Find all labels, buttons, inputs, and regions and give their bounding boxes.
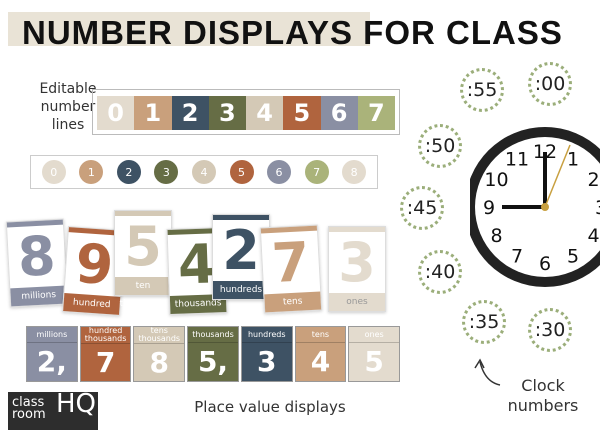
place-value-digit: 5, [197, 345, 229, 378]
place-value-column: hundred thousands 7 [79, 326, 132, 382]
number-line-cell: 0 [97, 96, 135, 130]
number-line-cell: 4 [246, 96, 284, 130]
clock-minute-label: :00 [528, 62, 572, 106]
number-circle: 4 [191, 160, 216, 184]
number-circle: 5 [229, 160, 254, 184]
clock-numbers-label: Clock numbers [507, 376, 579, 415]
place-value-digit: 7 [95, 346, 116, 379]
place-value-column: hundreds 3 [240, 326, 293, 382]
place-value-card: 5 ten thousands [114, 210, 172, 309]
place-value-card: 3 ones [328, 226, 386, 312]
card-place-label: ones [329, 293, 385, 311]
clock-face-number: 3 [595, 197, 600, 219]
clock-minute-label: :30 [528, 308, 572, 352]
place-value-digit: 5 [364, 345, 384, 378]
number-line-cell: 3 [208, 96, 246, 130]
place-value-digit: 3 [256, 345, 277, 378]
clock-minute-label: :50 [418, 124, 462, 168]
place-value-digit: 2, [36, 345, 67, 378]
place-value-column: tens thousands 8 [133, 326, 186, 382]
place-value-header: hundred thousands [80, 327, 131, 344]
clock-minute-label: :35 [462, 300, 506, 344]
clock-minute-label: :45 [400, 186, 444, 230]
place-value-label: Place value displays [194, 398, 346, 416]
clock-minute-label: :55 [460, 68, 504, 112]
title-highlight [8, 12, 370, 46]
clock-image: 121234567891011 [470, 127, 600, 287]
clock-face-number: 1 [567, 149, 579, 171]
card-place-label: millions [10, 285, 68, 307]
clock-minute-label: :40 [418, 250, 462, 294]
number-line-cell: 6 [320, 96, 358, 130]
number-circle: 1 [79, 160, 104, 184]
place-value-card: 7 tens [259, 224, 323, 314]
place-value-column: tens 4 [294, 326, 347, 382]
card-top-bar [115, 211, 171, 216]
place-value-digit: 4 [310, 345, 331, 378]
place-value-digit: 8 [149, 346, 170, 379]
place-value-header: tens thousands [134, 327, 185, 344]
place-value-chart: millions 2, hundred thousands 7 tens thousan… [26, 326, 401, 382]
clock-face-number: 2 [587, 169, 599, 191]
clock-face-number: 11 [505, 149, 529, 171]
clock-face-number: 9 [483, 197, 495, 219]
card-digit: 8 [16, 224, 58, 289]
card-place-label: tens [264, 291, 322, 313]
card-top-bar [213, 215, 269, 220]
clock-face-number: 10 [484, 169, 508, 191]
number-circle: 6 [267, 160, 292, 184]
arrow-icon [474, 358, 501, 386]
place-value-header: ones [349, 327, 400, 343]
number-line-cell: 2 [171, 96, 209, 130]
card-place-label: hundreds [213, 281, 269, 299]
card-top-bar [329, 227, 385, 232]
classroomhq-logo: class room HQ [8, 391, 98, 430]
number-circle: 2 [116, 160, 141, 184]
card-digit: 2 [222, 219, 260, 282]
place-value-column: millions 2, [26, 326, 78, 382]
page-title: NUMBER DISPLAYS FOR CLASS [22, 14, 563, 51]
place-value-header: millions [27, 327, 77, 343]
place-value-card: 8 millions [5, 218, 69, 308]
number-circle: 3 [154, 160, 179, 184]
card-place-label: ten thousands [115, 277, 171, 309]
number-circle: 0 [41, 160, 66, 184]
card-digit: 7 [270, 230, 312, 295]
card-digit: 5 [124, 215, 162, 278]
number-line-cell: 1 [134, 96, 172, 130]
number-circle: 8 [342, 160, 367, 184]
clock-face-number: 5 [567, 245, 579, 267]
place-value-header: tens [295, 327, 346, 343]
number-lines-label: Editable number lines [39, 81, 97, 133]
place-value-header: thousands [188, 327, 238, 343]
number-circle: 7 [304, 160, 329, 184]
clock-face-number: 8 [490, 225, 502, 247]
clock-face-number: 6 [539, 253, 551, 275]
place-value-column: thousands 5, [187, 326, 239, 382]
clock-face-number: 4 [587, 225, 599, 247]
number-line-cell: 7 [357, 96, 395, 130]
place-value-header: hundreds [241, 327, 292, 343]
card-digit: 3 [338, 231, 376, 294]
card-place-label: hundred thousands [63, 292, 121, 328]
clock-face-number: 7 [511, 245, 523, 267]
place-value-column: ones 5 [348, 326, 401, 382]
number-line-cell: 5 [283, 96, 321, 130]
